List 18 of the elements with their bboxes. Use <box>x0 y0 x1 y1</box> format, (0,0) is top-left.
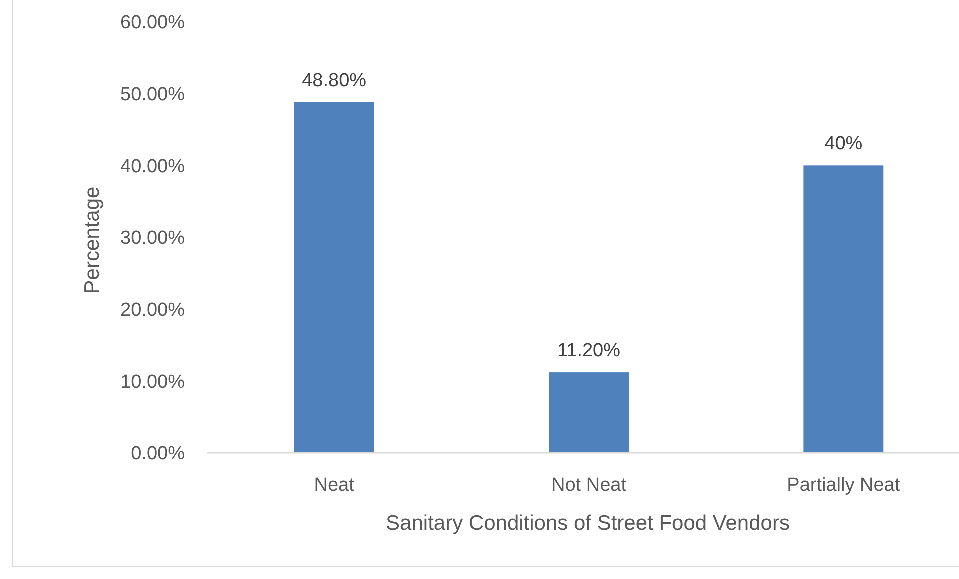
data-label: 48.80% <box>302 70 367 92</box>
x-tick-label: Partially Neat <box>787 475 901 496</box>
y-tick-label: 60.00% <box>120 12 186 34</box>
x-tick-label: Not Neat <box>552 475 628 496</box>
x-axis-title: Sanitary Conditions of Street Food Vendors <box>386 512 790 535</box>
y-tick-label: 40.00% <box>120 156 186 178</box>
y-tick-label: 10.00% <box>120 372 186 393</box>
bar <box>549 372 629 453</box>
y-tick-label: 20.00% <box>120 300 186 321</box>
x-tick-label: Neat <box>314 475 356 496</box>
y-tick-label: 50.00% <box>120 84 186 106</box>
y-tick-label: 30.00% <box>120 228 186 250</box>
data-label: 40% <box>824 134 863 155</box>
y-tick-label: 0.00% <box>131 444 186 465</box>
bar <box>804 166 884 453</box>
bar <box>294 102 374 453</box>
y-axis-title: Percentage <box>81 186 104 294</box>
data-label: 11.20% <box>557 340 621 362</box>
